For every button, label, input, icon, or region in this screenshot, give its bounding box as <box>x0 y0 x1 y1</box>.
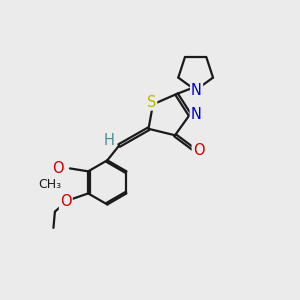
Text: N: N <box>191 83 202 98</box>
Text: O: O <box>193 143 204 158</box>
Text: H: H <box>103 133 114 148</box>
Text: O: O <box>52 161 63 176</box>
Text: CH₃: CH₃ <box>39 178 62 191</box>
Text: O: O <box>60 194 72 209</box>
Text: S: S <box>147 94 156 110</box>
Text: N: N <box>191 107 202 122</box>
